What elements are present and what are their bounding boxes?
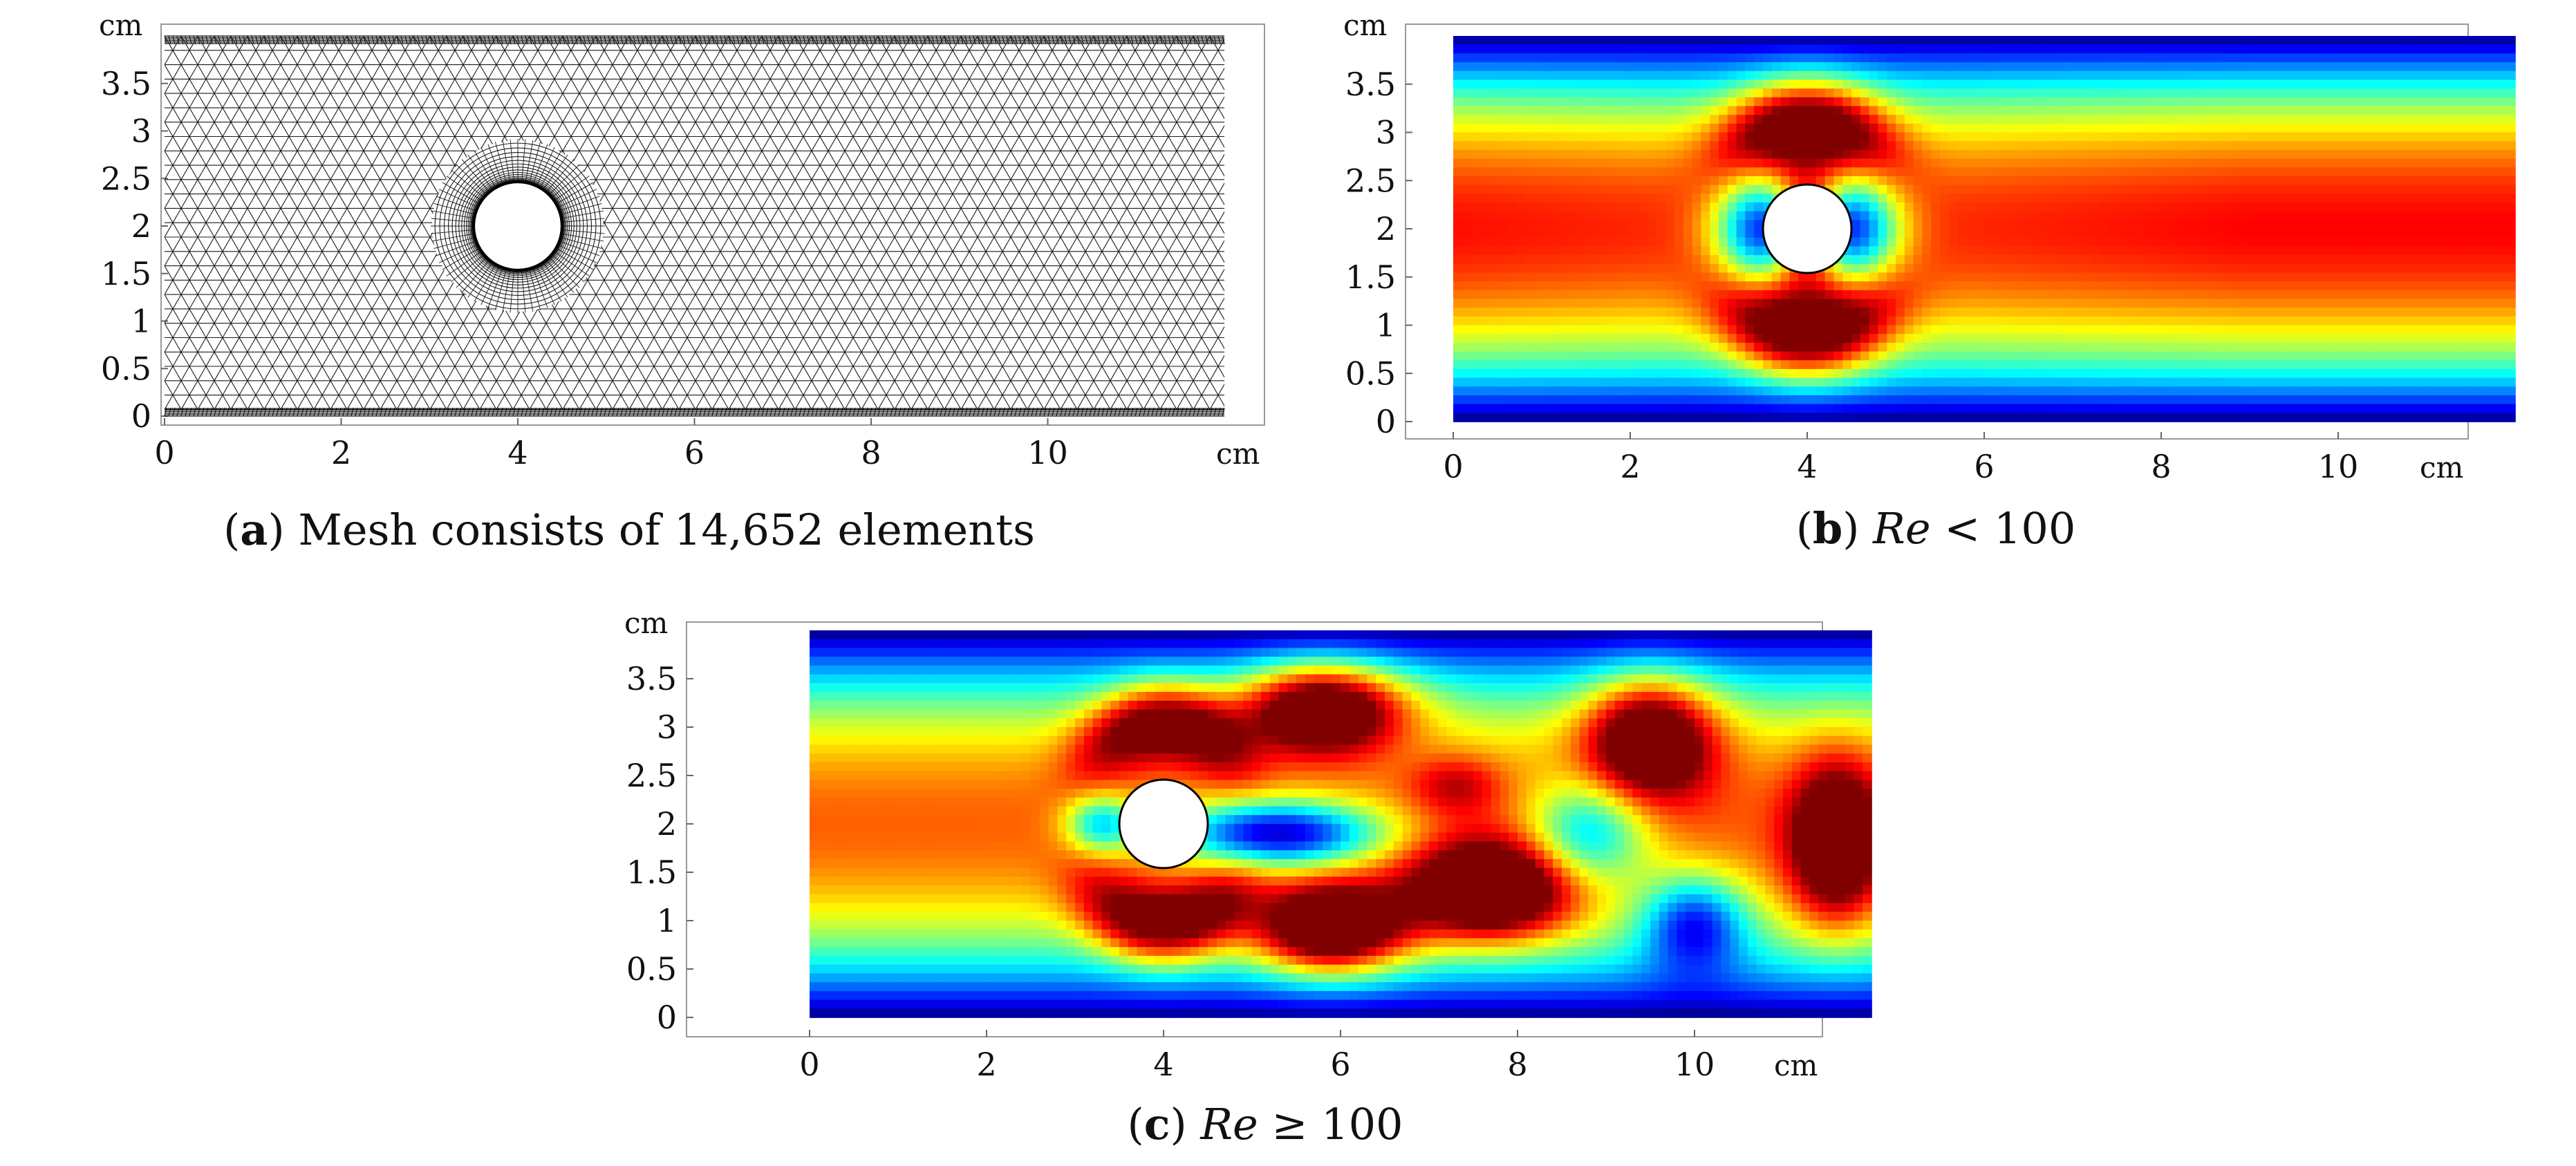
y-tick-label: 2.5	[1345, 162, 1396, 199]
y-tick-label: 1.5	[626, 854, 677, 891]
x-tick-label: 0	[1443, 448, 1463, 485]
x-tick-label: 6	[1974, 448, 1994, 485]
plot-frame	[160, 23, 1265, 426]
y-tick-label: 3	[1376, 114, 1396, 151]
y-tick-label: 0.5	[101, 350, 151, 387]
x-tick-label: 8	[861, 434, 881, 471]
x-tick-label: 4	[507, 434, 528, 471]
y-tick-label: 3.5	[101, 65, 151, 102]
x-tick-label: 6	[1330, 1046, 1350, 1083]
caption-label: b	[1812, 503, 1843, 554]
y-tick-label: 3	[657, 708, 677, 746]
velocity-heatmap	[1453, 36, 2516, 422]
reynolds-value: 100	[1321, 1099, 1403, 1149]
x-unit-label: cm	[1774, 1049, 1818, 1082]
y-tick-label: 0	[131, 397, 151, 435]
reynolds-symbol: Re	[1873, 503, 1931, 554]
x-tick-label: 2	[1620, 448, 1640, 485]
mesh-plot: 0 2 4 6 8 10 0 0.5 1 1.5 2 2.5 3 3.5 cm cm	[99, 8, 1265, 471]
x-unit-label: cm	[1216, 437, 1260, 471]
x-tick-label: 10	[2318, 448, 2359, 485]
relation-symbol: <	[1944, 503, 1981, 554]
y-tick-label: 1	[1376, 307, 1396, 344]
x-tick-label: 4	[1797, 448, 1817, 485]
caption-c: (c) Re ≥ 100	[1127, 1099, 1403, 1149]
x-tick-label: 2	[331, 434, 351, 471]
velocity-field-unsteady: 0 2 4 6 8 10 0 0.5 1 1.5 2 2.5 3 3.5 cm cm	[624, 606, 1872, 1083]
y-tick-label: 3.5	[1345, 66, 1396, 103]
caption-a: (a) Mesh consists of 14,652 elements	[223, 505, 1035, 555]
y-tick-label: 3	[131, 113, 151, 150]
mesh-lines	[165, 36, 1224, 410]
x-unit-label: cm	[2420, 451, 2463, 485]
y-unit-label: cm	[624, 606, 668, 640]
caption-b: (b) Re < 100	[1795, 503, 2076, 554]
x-tick-label: 8	[2151, 448, 2171, 485]
relation-symbol: ≥	[1271, 1099, 1308, 1149]
y-tick-label: 1.5	[1345, 258, 1396, 296]
x-tick-label: 8	[1507, 1046, 1527, 1083]
y-unit-label: cm	[99, 8, 142, 42]
caption-label: c	[1144, 1099, 1170, 1149]
y-tick-label: 1.5	[101, 255, 151, 292]
y-tick-label: 1	[131, 303, 151, 340]
y-tick-label: 2	[1376, 210, 1396, 247]
y-tick-label: 0.5	[626, 950, 677, 988]
x-tick-label: 10	[1027, 434, 1068, 471]
y-tick-label: 2.5	[626, 757, 677, 794]
y-tick-label: 2	[131, 207, 151, 245]
cylinder-obstacle	[1118, 778, 1209, 869]
y-tick-label: 2.5	[101, 160, 151, 197]
x-tick-label: 0	[799, 1046, 819, 1083]
x-tick-label: 0	[154, 434, 174, 471]
y-tick-label: 2	[657, 805, 677, 843]
y-tick-label: 3.5	[626, 660, 677, 697]
velocity-field-steady: 0 2 4 6 8 10 0 0.5 1 1.5 2 2.5 3 3.5 cm cm	[1343, 8, 2516, 485]
x-tick-label: 2	[976, 1046, 996, 1083]
reynolds-symbol: Re	[1200, 1099, 1258, 1149]
y-unit-label: cm	[1343, 8, 1387, 42]
cylinder-obstacle	[1762, 183, 1853, 274]
x-tick-label: 6	[684, 434, 704, 471]
reynolds-value: 100	[1993, 503, 2076, 554]
x-tick-label: 4	[1153, 1046, 1173, 1083]
y-tick-label: 0	[1376, 403, 1396, 440]
x-tick-label: 10	[1674, 1046, 1715, 1083]
y-tick-label: 0.5	[1345, 355, 1396, 392]
wall-refinement	[164, 35, 1225, 417]
cylinder-obstacle	[472, 180, 563, 272]
velocity-heatmap	[810, 630, 1872, 1018]
caption-text: Mesh consists of 14,652 elements	[298, 505, 1035, 555]
y-tick-label: 0	[657, 999, 677, 1036]
y-tick-label: 1	[657, 902, 677, 939]
caption-label: a	[240, 505, 268, 555]
